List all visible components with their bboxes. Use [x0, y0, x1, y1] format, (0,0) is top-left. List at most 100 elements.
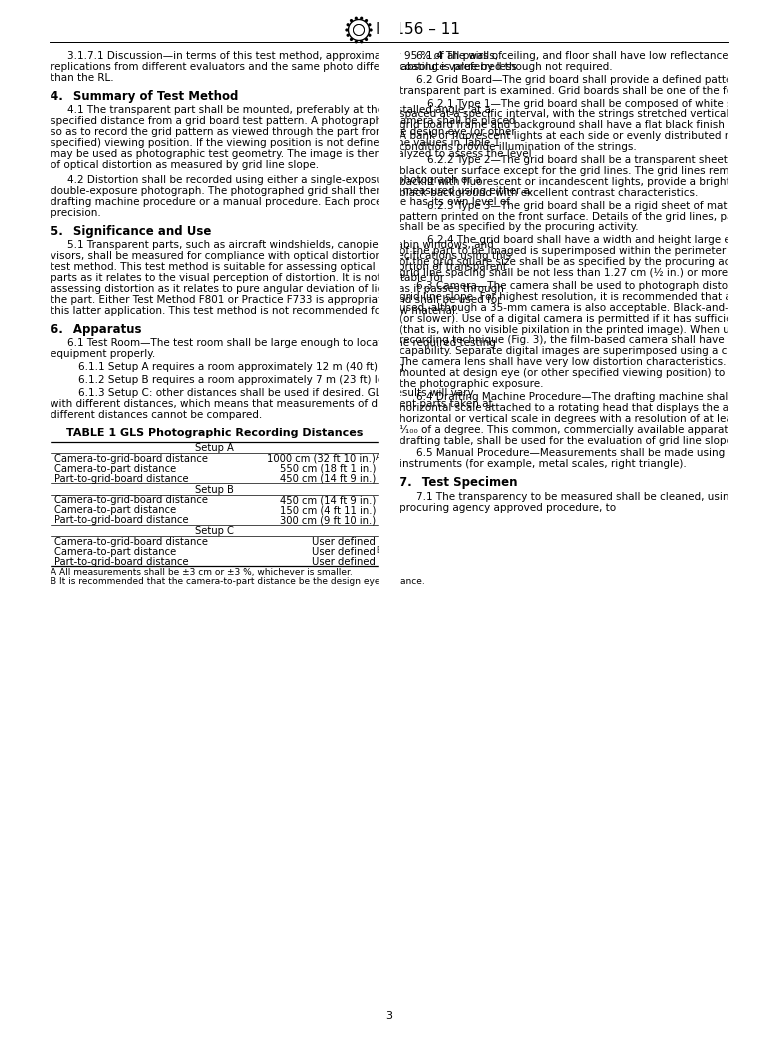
Text: transparent part is examined. Grid boards shall be one of the following types:: transparent part is examined. Grid board…: [399, 85, 778, 96]
Circle shape: [350, 19, 353, 22]
Text: 6.5 Manual Procedure—Measurements shall be made using high-quality drafting: 6.5 Manual Procedure—Measurements shall …: [416, 449, 778, 458]
Text: horizontal or vertical scale in degrees with a resolution of at least 1 arc minu: horizontal or vertical scale in degrees …: [399, 414, 778, 424]
Text: the part. Either Test Method F801 or Practice F733 is appropriate and shall be u: the part. Either Test Method F801 or Pra…: [50, 295, 502, 305]
Text: Part-to-grid-board distance: Part-to-grid-board distance: [54, 515, 188, 526]
Text: (that is, with no visible pixilation in the printed image). When using a double-: (that is, with no visible pixilation in …: [399, 325, 778, 334]
Text: equipment properly.: equipment properly.: [50, 349, 156, 359]
Text: Part-to-grid-board distance: Part-to-grid-board distance: [54, 557, 188, 567]
Text: Camera-to-grid-board distance: Camera-to-grid-board distance: [54, 454, 208, 464]
Text: replications from different evaluators and the same photo differ in absolute val: replications from different evaluators a…: [50, 61, 517, 72]
Text: 5.1 Transparent parts, such as aircraft windshields, canopies, cabin windows, an: 5.1 Transparent parts, such as aircraft …: [67, 240, 494, 250]
Circle shape: [370, 28, 373, 31]
Text: pattern printed on the front surface. Details of the grid lines, pattern, and li: pattern printed on the front surface. De…: [399, 211, 778, 222]
Text: 4.2 Distortion shall be recorded using either a single-exposure photograph or a: 4.2 Distortion shall be recorded using e…: [67, 175, 482, 185]
Text: 6.2.1 Type 1—The grid board shall be composed of white strings held taut, each: 6.2.1 Type 1—The grid board shall be com…: [427, 99, 778, 108]
Text: 7.1 The transparency to be measured shall be cleaned, using the manufacturer or: 7.1 The transparency to be measured shal…: [416, 492, 778, 502]
Text: grid board frame and background shall have a flat black finish to reduce light r: grid board frame and background shall ha…: [399, 121, 778, 130]
Text: 5.  Significance and Use: 5. Significance and Use: [50, 225, 212, 237]
Circle shape: [368, 23, 372, 26]
Text: horizontal scale attached to a rotating head that displays the angular position : horizontal scale attached to a rotating …: [399, 403, 778, 413]
Text: Setup B: Setup B: [195, 485, 234, 494]
Text: grid line slope. For highest resolution, it is recommended that a large format c: grid line slope. For highest resolution,…: [399, 291, 778, 302]
Text: this latter application. This test method is not recommended for raw material.: this latter application. This test metho…: [50, 306, 458, 315]
Text: instruments (for example, metal scales, right triangle).: instruments (for example, metal scales, …: [399, 459, 687, 469]
Text: specified) viewing position. If the viewing position is not defined, the values : specified) viewing position. If the view…: [50, 138, 500, 148]
Text: 6.4 Drafting Machine Procedure—The drafting machine shall consist of a vertical : 6.4 Drafting Machine Procedure—The draft…: [416, 392, 778, 402]
Circle shape: [355, 17, 358, 20]
Circle shape: [368, 33, 372, 36]
Text: 3.1.7.1 Discussion—in terms of this test method, approximately 95 % of all pairs: 3.1.7.1 Discussion—in terms of this test…: [67, 51, 502, 61]
Text: black background with excellent contrast characteristics.: black background with excellent contrast…: [399, 187, 699, 198]
Text: drafting table, shall be used for the evaluation of grid line slope.: drafting table, shall be used for the ev…: [399, 435, 736, 446]
Text: 4.1 The transparent part shall be mounted, preferably at the installed angle, at: 4.1 The transparent part shall be mounte…: [67, 105, 491, 116]
Text: Part-to-grid-board distance: Part-to-grid-board distance: [54, 474, 188, 484]
Text: of optical distortion as measured by grid line slope.: of optical distortion as measured by gri…: [50, 160, 319, 170]
Text: 6.  Apparatus: 6. Apparatus: [50, 323, 142, 335]
Text: may be used as photographic test geometry. The image is then analyzed to assess : may be used as photographic test geometr…: [50, 149, 531, 159]
Text: 6.1 Test Room—The test room shall be large enough to locate the required testing: 6.1 Test Room—The test room shall be lar…: [67, 338, 496, 348]
Circle shape: [346, 23, 349, 26]
Text: grid line spacing shall be not less than 1.27 cm (½ in.) or more than 2.54 cm (1: grid line spacing shall be not less than…: [399, 269, 778, 278]
Text: 550 cm (18 ft 1 in.): 550 cm (18 ft 1 in.): [279, 464, 376, 474]
Text: visors, shall be measured for compliance with optical distortion specifications : visors, shall be measured for compliance…: [50, 251, 511, 261]
Text: 4.  Summary of Test Method: 4. Summary of Test Method: [50, 90, 238, 103]
Text: User defined: User defined: [312, 537, 376, 547]
Circle shape: [345, 28, 349, 31]
Text: assessing distortion as it relates to pure angular deviation of light as it pass: assessing distortion as it relates to pu…: [50, 284, 504, 294]
Text: 6.2.2 Type 2—The grid board shall be a transparent sheet having an opaque, flat: 6.2.2 Type 2—The grid board shall be a t…: [427, 155, 778, 166]
Text: with different distances, which means that measurements of different parts taken: with different distances, which means th…: [50, 399, 492, 409]
Text: 6.1.4 The walls, ceiling, and floor shall have low reflectance. A flat black pai: 6.1.4 The walls, ceiling, and floor shal…: [416, 51, 778, 61]
Text: test method. This test method is suitable for assessing optical distortion of tr: test method. This test method is suitabl…: [50, 262, 507, 272]
Text: different distances cannot be compared.: different distances cannot be compared.: [50, 409, 262, 420]
Text: shall be as specified by the procuring activity.: shall be as specified by the procuring a…: [399, 223, 639, 232]
Text: Camera-to-grid-board distance: Camera-to-grid-board distance: [54, 537, 208, 547]
Text: recording technique (Fig. 3), the film-based camera shall have a double-exposure: recording technique (Fig. 3), the film-b…: [399, 335, 778, 346]
Text: backlit with fluorescent or incandescent lights, provide a bright grid pattern a: backlit with fluorescent or incandescent…: [399, 177, 778, 187]
Text: conditions provide illumination of the strings.: conditions provide illumination of the s…: [399, 143, 636, 152]
Text: 3: 3: [386, 1011, 392, 1021]
Text: A All measurements shall be ±3 cm or ±3 %, whichever is smaller.: A All measurements shall be ±3 cm or ±3 …: [50, 568, 352, 578]
Text: 300 cm (9 ft 10 in.): 300 cm (9 ft 10 in.): [280, 515, 376, 526]
Circle shape: [365, 19, 368, 22]
Text: procuring agency approved procedure, to: procuring agency approved procedure, to: [399, 503, 616, 513]
Text: 150 cm (4 ft 11 in.): 150 cm (4 ft 11 in.): [279, 506, 376, 515]
Text: 450 cm (14 ft 9 in.): 450 cm (14 ft 9 in.): [280, 474, 376, 484]
Text: B: B: [376, 547, 381, 556]
Text: 6.3 Camera—The camera shall be used to photograph distortion for the evaluation : 6.3 Camera—The camera shall be used to p…: [416, 281, 778, 291]
Text: 3: 3: [386, 1011, 392, 1021]
Circle shape: [355, 41, 358, 44]
Text: double-exposure photograph. The photographed grid shall then be measured using e: double-exposure photograph. The photogra…: [50, 185, 530, 196]
Text: (or slower). Use of a digital camera is permitted if it has sufficiently high re: (or slower). Use of a digital camera is …: [399, 313, 778, 324]
Circle shape: [353, 25, 365, 35]
Text: 6.1.2 Setup B requires a room approximately 7 m (23 ft) long.: 6.1.2 Setup B requires a room approximat…: [78, 375, 401, 385]
Text: spaced at a specific interval, with the strings stretched vertically and horizon: spaced at a specific interval, with the …: [399, 109, 778, 120]
Text: A bank of fluorescent lights at each side or evenly distributed natural sunlight: A bank of fluorescent lights at each sid…: [399, 131, 778, 142]
Text: coating is preferred though not required.: coating is preferred though not required…: [399, 61, 612, 72]
Text: Setup C: Setup C: [195, 527, 234, 536]
Text: User defined: User defined: [312, 547, 376, 557]
Text: specified distance from a grid board test pattern. A photographic camera shall b: specified distance from a grid board tes…: [50, 117, 516, 126]
Text: capability. Separate digital images are superimposed using a computer-based phot: capability. Separate digital images are …: [399, 347, 778, 356]
Circle shape: [365, 37, 368, 41]
Text: Camera-to-part distance: Camera-to-part distance: [54, 547, 177, 557]
Text: of the grid square size shall be as specified by the procuring activity. The rec: of the grid square size shall be as spec…: [399, 257, 778, 268]
Text: of the part to be imaged is superimposed within the perimeter of the grid board.: of the part to be imaged is superimposed…: [399, 247, 778, 256]
Text: precision.: precision.: [50, 207, 100, 218]
Text: Setup A: Setup A: [195, 443, 234, 454]
Text: 7.  Test Specimen: 7. Test Specimen: [399, 477, 517, 489]
Text: than the RL.: than the RL.: [50, 73, 114, 83]
Text: 6.1.3 Setup C: other distances shall be used if desired. GLS results will vary: 6.1.3 Setup C: other distances shall be …: [78, 388, 474, 398]
Text: 450 cm (14 ft 9 in.): 450 cm (14 ft 9 in.): [280, 496, 376, 506]
Text: Camera-to-grid-board distance: Camera-to-grid-board distance: [54, 496, 208, 506]
Text: mounted at design eye (or other specified viewing position) to prevent any movem: mounted at design eye (or other specifie…: [399, 369, 778, 378]
Text: 6.2.3 Type 3—The grid board shall be a rigid sheet of material that has a grid: 6.2.3 Type 3—The grid board shall be a r…: [427, 201, 778, 210]
Text: 1000 cm (32 ft 10 in.): 1000 cm (32 ft 10 in.): [268, 454, 376, 464]
Text: Camera-to-part distance: Camera-to-part distance: [54, 506, 177, 515]
Text: F2156 – 11: F2156 – 11: [377, 23, 461, 37]
Text: the photographic exposure.: the photographic exposure.: [399, 379, 544, 389]
Text: 6.1.1 Setup A requires a room approximately 12 m (40 ft) long.: 6.1.1 Setup A requires a room approximat…: [78, 362, 407, 372]
Circle shape: [350, 37, 353, 41]
Text: A: A: [376, 454, 381, 462]
Text: User defined: User defined: [312, 557, 376, 567]
Text: Camera-to-part distance: Camera-to-part distance: [54, 464, 177, 474]
